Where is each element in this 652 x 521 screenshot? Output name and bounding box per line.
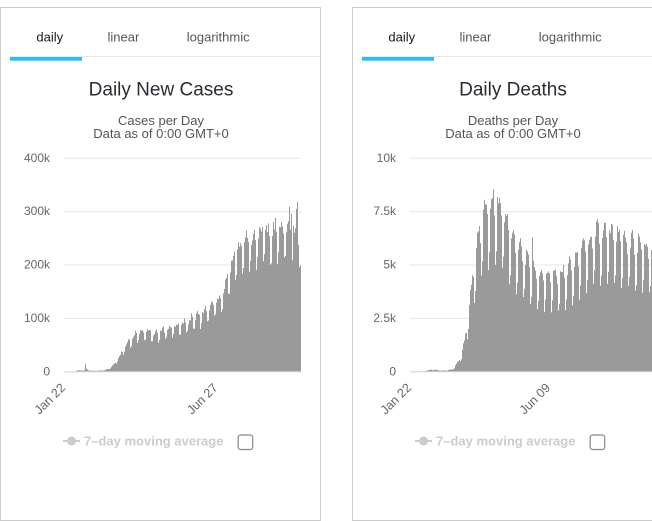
svg-text:0: 0 — [389, 364, 396, 378]
svg-text:10k: 10k — [376, 151, 396, 165]
svg-text:Jun 27: Jun 27 — [184, 381, 220, 417]
svg-text:daily: daily — [388, 30, 415, 45]
svg-text:Jan 22: Jan 22 — [32, 381, 68, 417]
svg-text:linear: linear — [108, 30, 140, 45]
svg-text:Jan 22: Jan 22 — [377, 381, 413, 417]
svg-text:200k: 200k — [24, 258, 51, 272]
svg-text:daily: daily — [36, 30, 63, 45]
svg-text:5k: 5k — [383, 258, 397, 272]
svg-text:0: 0 — [43, 364, 50, 378]
svg-text:7–day moving average: 7–day moving average — [436, 434, 575, 449]
svg-text:Daily Deaths: Daily Deaths — [459, 80, 567, 101]
svg-text:logarithmic: logarithmic — [187, 30, 250, 45]
svg-text:7–day moving average: 7–day moving average — [84, 434, 223, 449]
svg-text:Jun 09: Jun 09 — [516, 381, 552, 417]
svg-text:100k: 100k — [24, 311, 51, 325]
svg-text:400k: 400k — [24, 151, 51, 165]
svg-text:2.5k: 2.5k — [373, 311, 397, 325]
svg-text:Data as of 0:00 GMT+0: Data as of 0:00 GMT+0 — [445, 126, 580, 141]
svg-text:linear: linear — [459, 30, 491, 45]
svg-text:logarithmic: logarithmic — [538, 30, 601, 45]
svg-text:Daily New Cases: Daily New Cases — [89, 80, 234, 101]
svg-text:300k: 300k — [24, 204, 51, 218]
svg-text:7.5k: 7.5k — [373, 204, 397, 218]
svg-text:Data as of 0:00 GMT+0: Data as of 0:00 GMT+0 — [93, 126, 228, 141]
